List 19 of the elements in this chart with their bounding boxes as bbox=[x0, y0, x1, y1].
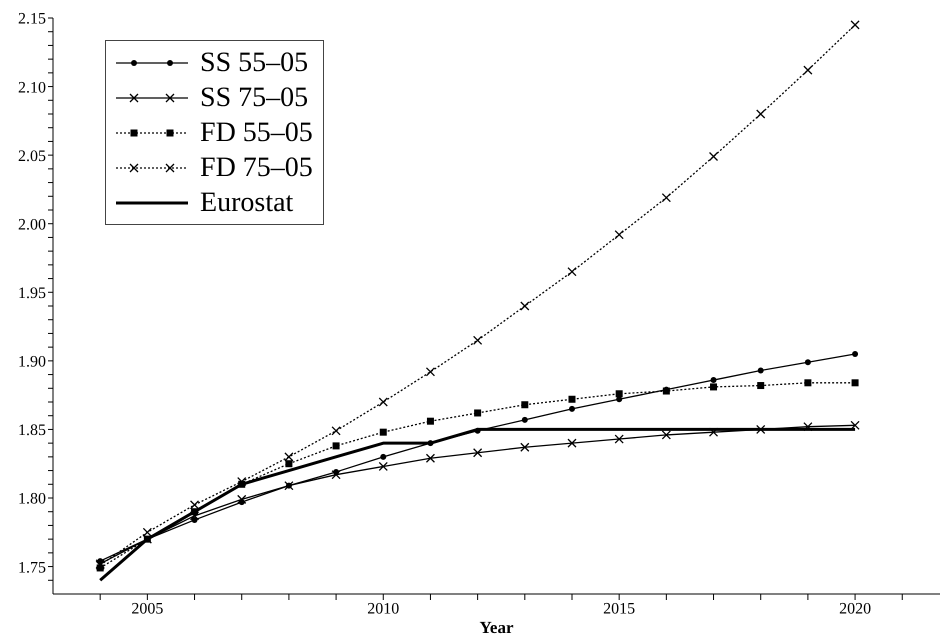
legend-label: FD 55–05 bbox=[200, 116, 313, 150]
legend-label: SS 55–05 bbox=[200, 46, 308, 80]
y-tick-label: 1.85 bbox=[18, 422, 46, 440]
x-tick-label: 2020 bbox=[839, 600, 872, 618]
legend-label: FD 75–05 bbox=[200, 151, 313, 185]
x-axis-title: Year bbox=[480, 618, 514, 637]
x-tick-label: 2005 bbox=[131, 600, 164, 618]
y-tick-label: 1.80 bbox=[18, 490, 46, 508]
legend-label: SS 75–05 bbox=[200, 81, 308, 115]
x-tick-label: 2010 bbox=[367, 600, 400, 618]
y-tick-label: 2.15 bbox=[18, 10, 46, 28]
y-tick-label: 1.95 bbox=[18, 284, 46, 302]
y-tick-label: 1.75 bbox=[18, 559, 46, 576]
y-tick-label: 2.10 bbox=[18, 79, 46, 96]
y-tick-label: 2.05 bbox=[18, 148, 46, 165]
y-tick-label: 2.00 bbox=[18, 216, 46, 234]
legend-label: Eurostat bbox=[200, 186, 294, 220]
x-tick-label: 2015 bbox=[603, 600, 636, 618]
y-tick-label: 1.90 bbox=[18, 354, 46, 371]
